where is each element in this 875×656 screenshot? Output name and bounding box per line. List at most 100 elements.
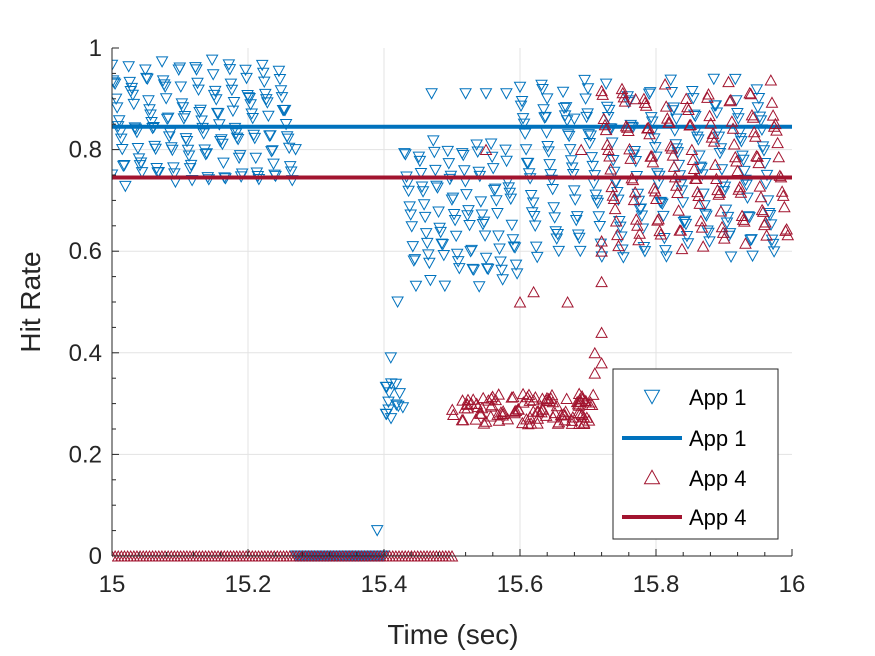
y-tick-label: 0 (89, 543, 102, 570)
data-point-app1 (433, 222, 446, 235)
data-point-app1 (225, 84, 239, 97)
data-point-app1 (557, 102, 571, 115)
data-point-app1 (664, 74, 678, 87)
data-point-app1 (413, 155, 427, 168)
data-point-app1 (504, 193, 518, 206)
data-point-app4 (477, 417, 491, 429)
data-point-app4 (565, 414, 579, 426)
data-point-app4 (484, 400, 498, 412)
data-point-app1 (500, 155, 513, 168)
data-point-app4 (508, 406, 521, 419)
data-point-app1 (235, 168, 249, 180)
data-point-app1 (231, 134, 245, 146)
data-point-app1 (202, 174, 216, 186)
data-point-app4 (727, 138, 741, 150)
data-point-app4 (609, 215, 623, 227)
data-point-app1 (451, 256, 465, 268)
data-point-app4 (715, 220, 729, 233)
data-point-app4 (701, 91, 714, 103)
data-point-app1 (256, 67, 270, 80)
data-point-app4 (663, 116, 676, 128)
data-point-app1 (255, 59, 269, 72)
data-point-app1 (660, 251, 673, 263)
data-point-app4 (744, 87, 758, 100)
data-point-app1 (736, 150, 749, 163)
data-point-app1 (685, 85, 699, 98)
data-point-app4 (691, 185, 704, 198)
data-point-app1 (419, 228, 433, 240)
data-point-app4 (531, 412, 545, 424)
data-point-app1 (242, 92, 255, 104)
data-point-app4 (608, 202, 622, 215)
data-point-app4 (506, 390, 520, 403)
data-point-app1 (595, 251, 609, 263)
data-point-app1 (650, 168, 664, 180)
data-point-app4 (752, 156, 766, 169)
data-point-app4 (652, 212, 665, 225)
data-point-app1 (212, 119, 226, 131)
data-point-app1 (638, 246, 652, 258)
data-point-app4 (618, 95, 632, 107)
data-point-app1 (741, 192, 754, 205)
data-point-app1 (674, 179, 688, 191)
y-tick-label: 1 (89, 35, 102, 62)
data-point-app1 (462, 205, 475, 217)
data-point-app4 (595, 235, 608, 247)
y-tick-label: 0.8 (69, 137, 102, 164)
data-point-app1 (396, 402, 410, 414)
data-point-app4 (595, 245, 608, 257)
data-point-app1 (526, 197, 540, 209)
data-point-app1 (644, 112, 658, 124)
data-point-app4 (666, 149, 680, 161)
data-point-app1 (404, 209, 418, 221)
data-point-app1 (474, 196, 488, 208)
data-point-app1 (540, 93, 554, 105)
data-point-app1 (438, 280, 452, 293)
axes (111, 47, 793, 557)
data-point-app1 (248, 132, 262, 145)
data-point-app1 (175, 98, 189, 110)
data-point-app1 (144, 109, 157, 121)
grid (112, 48, 792, 556)
x-tick-label: 15 (99, 571, 126, 598)
data-point-app1 (496, 274, 510, 286)
data-point-app1 (181, 144, 195, 157)
data-point-app1 (446, 192, 460, 205)
data-point-app1 (740, 179, 753, 192)
data-point-app1 (591, 197, 605, 210)
data-point-app1 (653, 196, 667, 209)
data-point-app4 (646, 155, 660, 168)
data-point-app1 (745, 234, 758, 246)
data-point-app4 (695, 221, 709, 233)
data-point-app4 (474, 407, 488, 419)
data-point-app4 (713, 186, 727, 198)
data-point-app1 (707, 73, 721, 86)
data-point-app1 (209, 94, 223, 106)
data-point-app1 (420, 237, 434, 250)
data-point-app1 (393, 388, 407, 400)
data-point-app1 (580, 111, 593, 124)
data-point-app1 (764, 219, 778, 231)
x-axis-label: Time (sec) (387, 619, 518, 650)
data-point-app1 (593, 221, 607, 233)
data-point-app4 (734, 186, 748, 198)
data-point-app1 (756, 141, 770, 153)
data-point-app1 (475, 209, 489, 221)
data-point-app4 (631, 219, 644, 231)
data-point-app1 (463, 219, 476, 232)
data-point-app4 (523, 410, 537, 423)
data-point-app1 (389, 378, 403, 391)
data-point-app1 (466, 263, 480, 276)
data-point-app4 (543, 394, 556, 407)
data-point-app4 (561, 296, 574, 308)
data-point-app1 (548, 212, 562, 224)
data-point-app1 (384, 413, 398, 425)
data-point-app1 (174, 81, 188, 93)
data-point-app1 (391, 400, 405, 413)
data-point-app4 (629, 92, 642, 105)
data-point-app1 (135, 167, 149, 179)
data-point-app1 (693, 150, 706, 162)
data-point-app4 (622, 124, 635, 137)
data-point-app1 (450, 248, 464, 261)
data-point-app1 (457, 165, 471, 177)
